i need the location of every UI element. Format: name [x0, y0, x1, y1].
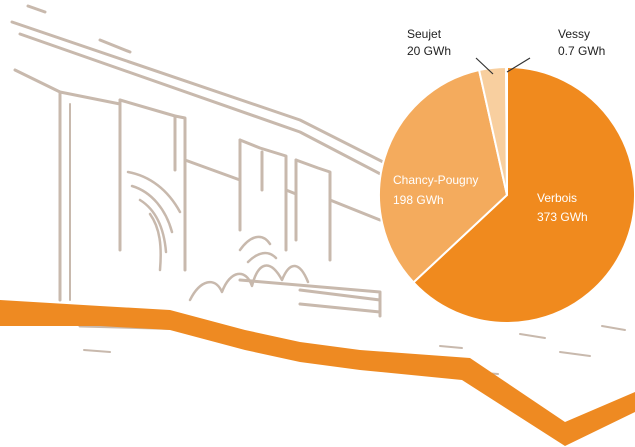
pie-slice-chancy-pougny — [378, 68, 509, 284]
slice-label-seujet-value: 20 GWh — [407, 44, 451, 58]
slice-label-verbois-name: Verbois — [537, 191, 577, 205]
slice-label-vessy-value: 0.7 GWh — [558, 44, 605, 58]
slice-label-vessy-name: Vessy — [558, 27, 590, 41]
leader-line-seujet — [475, 57, 494, 75]
pie-slice-verbois — [412, 65, 635, 324]
leader-line-vessy — [506, 57, 531, 73]
slice-label-verbois-value: 373 GWh — [537, 210, 588, 224]
slice-label-chancy-pougny-name: Chancy-Pougny — [393, 173, 478, 187]
pie-slices — [378, 65, 635, 324]
pie-leader-lines — [475, 57, 531, 75]
pie-slice-vessy — [505, 65, 508, 196]
slice-label-seujet-name: Seujet — [407, 27, 442, 41]
river-band — [0, 300, 635, 446]
slice-label-chancy-pougny-value: 198 GWh — [393, 193, 444, 207]
